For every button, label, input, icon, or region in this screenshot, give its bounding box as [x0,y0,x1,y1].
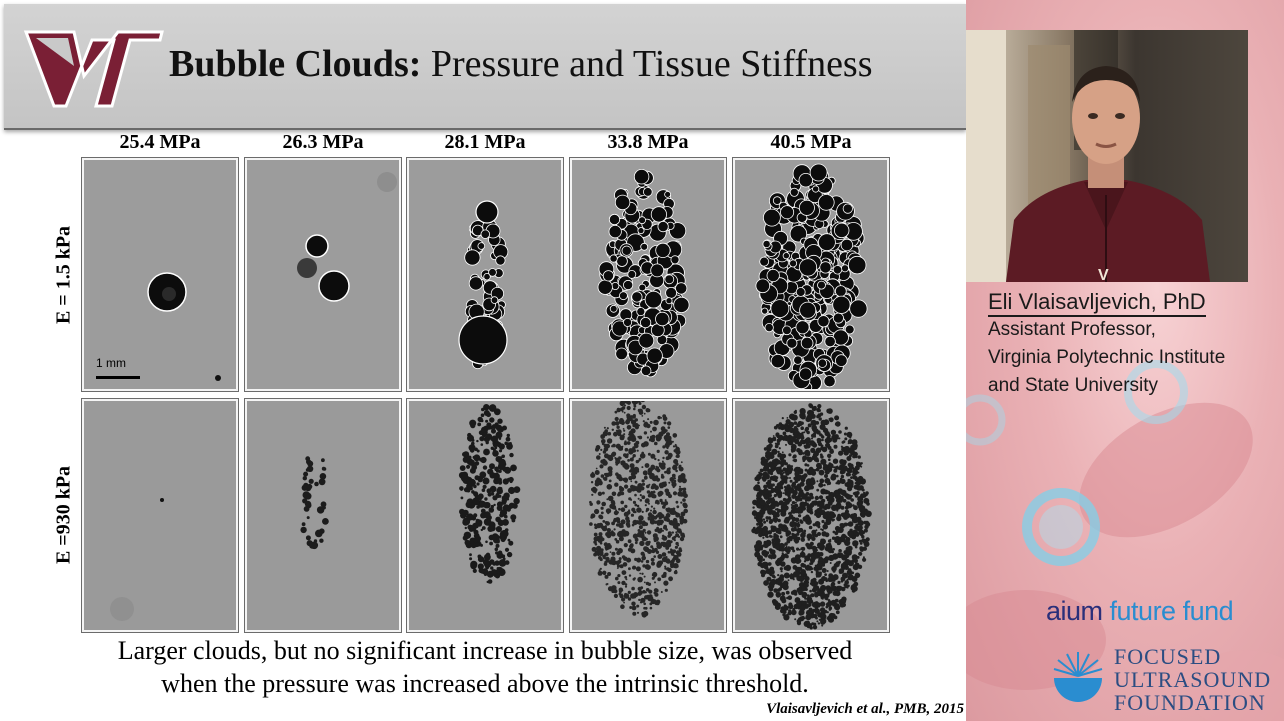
speaker-org-line-2: and State University [988,375,1159,396]
micrograph-r1-c2 [244,157,402,392]
citation: Vlaisavljevich et al., PMB, 2015 [766,701,964,717]
vt-logo [23,30,164,108]
speaker-side-panel: V Eli Vlaisavljevich, PhD Assistant Prof… [966,0,1284,721]
micrograph-r2-c3 [406,398,564,633]
fus-logo-line-1: FOCUSED [1114,644,1222,669]
caption-line-2: when the pressure was increased above th… [161,669,809,698]
row-label-2: E =930 kPa [52,465,75,565]
micrograph-r2-c4 [569,398,727,633]
aium-future-fund-logo: aium future fund [1046,596,1234,626]
fus-logo-line-2: ULTRASOUND [1114,667,1272,692]
row-label-1: E = 1.5 kPa [52,225,75,325]
caption-line-1: Larger clouds, but no significant increa… [117,636,853,665]
micrograph-r2-c5 [732,398,890,633]
speaker-name: Eli Vlaisavljevich, PhD [988,289,1206,317]
column-label-3: 28.1 MPa [444,131,526,153]
speaker-org-line-1: Virginia Polytechnic Institute [988,347,1226,368]
micrograph-r2-c2 [244,398,402,633]
column-label-4: 33.8 MPa [607,131,689,153]
svg-text:V: V [1098,267,1109,282]
slide-title: Bubble Clouds: Pressure and Tissue Stiff… [169,43,873,85]
scale-bar [96,376,140,379]
micrograph-r1-c5 [732,157,890,392]
column-label-1: 25.4 MPa [119,131,201,153]
focused-ultrasound-foundation-icon [1053,652,1103,702]
fus-logo-line-3: FOUNDATION [1114,690,1266,715]
presentation-slide: Bubble Clouds: Pressure and Tissue Stiff… [0,4,966,717]
micrograph-r1-c4 [569,157,727,392]
micrograph-r1-c3 [406,157,564,392]
webcam-video: V [966,30,1248,282]
scale-bar-label: 1 mm [96,356,126,370]
speaker-title: Assistant Professor, [988,319,1156,340]
column-label-2: 26.3 MPa [282,131,364,153]
slide-title-bar: Bubble Clouds: Pressure and Tissue Stiff… [4,4,966,130]
micrograph-r1-c1: 1 mm [81,157,239,392]
micrograph-r2-c1 [81,398,239,633]
slide-caption: Larger clouds, but no significant increa… [0,634,966,700]
column-label-5: 40.5 MPa [770,131,852,153]
